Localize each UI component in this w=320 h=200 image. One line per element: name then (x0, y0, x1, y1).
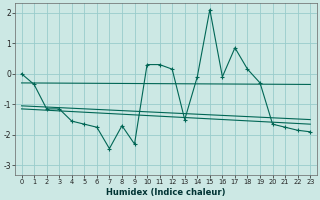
X-axis label: Humidex (Indice chaleur): Humidex (Indice chaleur) (106, 188, 226, 197)
